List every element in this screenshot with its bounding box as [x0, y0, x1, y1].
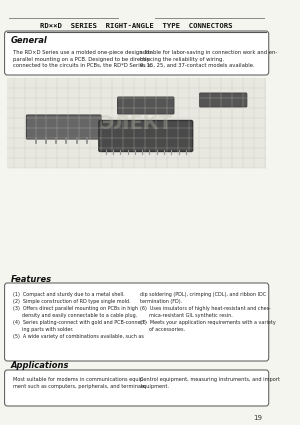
Text: (1)  Compact and sturdy due to a metal shell.
(2)  Simple construction of RD typ: (1) Compact and sturdy due to a metal sh… [13, 292, 147, 339]
Text: RD××D  SERIES  RIGHT-ANGLE  TYPE  CONNECTORS: RD××D SERIES RIGHT-ANGLE TYPE CONNECTORS [40, 23, 233, 29]
Text: Features: Features [11, 275, 52, 284]
Text: General: General [11, 36, 48, 45]
FancyBboxPatch shape [118, 97, 174, 114]
FancyBboxPatch shape [7, 78, 266, 168]
Text: Most suitable for modems in communications equip-
ment such as computers, periph: Most suitable for modems in communicatio… [13, 377, 146, 389]
FancyBboxPatch shape [4, 370, 269, 406]
Text: suitable for labor-saving in connection work and en-
hancing the reliability of : suitable for labor-saving in connection … [140, 50, 278, 68]
Text: dip soldering (PDL), crimping (CDL), and ribbon IDC
termination (FD).
(6)  Uses : dip soldering (PDL), crimping (CDL), and… [140, 292, 276, 332]
FancyBboxPatch shape [4, 283, 269, 361]
FancyBboxPatch shape [200, 93, 247, 107]
Text: ЭЛЕКТ: ЭЛЕКТ [100, 113, 173, 133]
FancyBboxPatch shape [4, 31, 269, 75]
FancyBboxPatch shape [99, 121, 193, 151]
Text: 19: 19 [253, 415, 262, 421]
FancyBboxPatch shape [26, 115, 101, 139]
Text: Control equipment, measuring instruments, and import
equipment.: Control equipment, measuring instruments… [140, 377, 280, 389]
Text: The RD×D Series use a molded one-piece design for
parallel mounting on a PCB. De: The RD×D Series use a molded one-piece d… [13, 50, 152, 68]
Text: Applications: Applications [11, 360, 69, 369]
